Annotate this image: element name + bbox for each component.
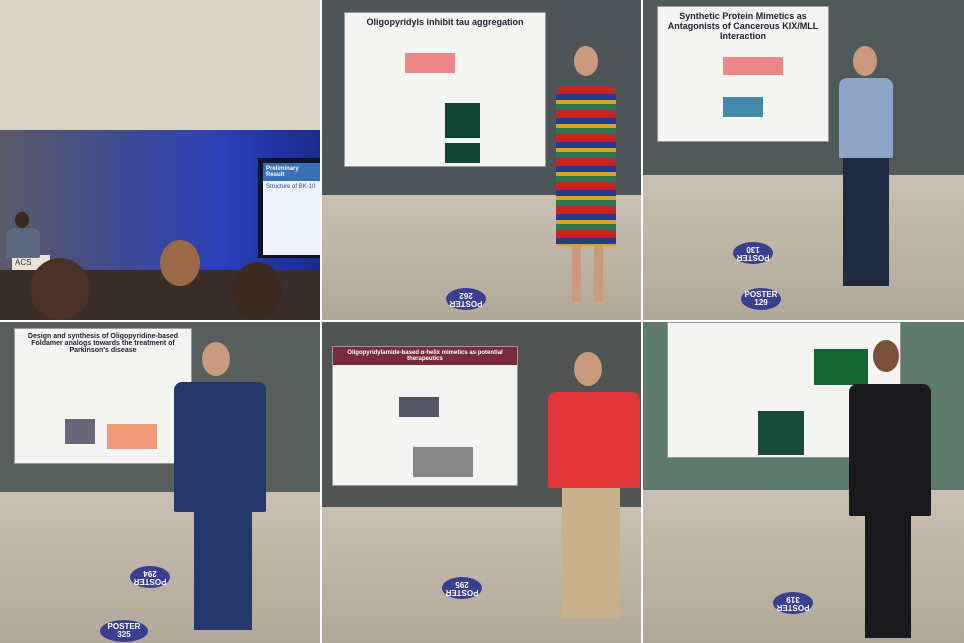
floor-sticker: POSTER 294 <box>130 566 170 588</box>
audience-head <box>232 262 282 320</box>
floor-sticker: POSTER 129 <box>741 288 781 310</box>
speaker-head <box>15 212 29 228</box>
person-head <box>574 352 602 386</box>
person-shirt <box>839 78 893 158</box>
person-jacket <box>849 384 931 516</box>
person-pants <box>843 158 889 286</box>
figure <box>814 349 868 385</box>
poster: Oligopyridylamide-based α-helix mimetics… <box>332 346 518 486</box>
floor-sticker: POSTER 325 <box>100 620 148 642</box>
speaker-body <box>6 228 40 258</box>
audience-head <box>160 240 200 286</box>
poster-title: Oligopyridylamide-based α-helix mimetics… <box>333 347 517 365</box>
leg <box>572 246 581 302</box>
figure <box>405 53 455 73</box>
screen: Preliminary Result Structure of BK-10 <box>263 163 320 255</box>
figure <box>723 57 783 75</box>
lecture-photo: Preliminary Result Structure of BK-10 AC… <box>0 0 320 320</box>
person-head <box>574 46 598 76</box>
figure <box>758 411 804 455</box>
screen-title: Preliminary Result <box>263 163 320 181</box>
poster-photo: POSTER 319 <box>643 322 964 643</box>
person-head <box>873 340 899 372</box>
floor-sticker: POSTER 262 <box>446 288 486 310</box>
leg <box>594 246 603 302</box>
poster-photo: Oligopyridylamide-based α-helix mimetics… <box>322 322 641 643</box>
poster-title: Synthetic Protein Mimetics as Antagonist… <box>667 11 819 41</box>
person-pants <box>865 516 911 638</box>
person-pants <box>194 512 252 630</box>
person-head <box>853 46 877 76</box>
poster: Synthetic Protein Mimetics as Antagonist… <box>657 6 829 142</box>
floor <box>643 175 964 320</box>
figure <box>65 419 95 444</box>
poster: Design and synthesis of Oligopyridine-ba… <box>14 328 192 464</box>
figure <box>413 447 473 477</box>
floor-sticker: POSTER 319 <box>773 592 813 614</box>
ceiling <box>0 0 320 130</box>
figure <box>399 397 439 417</box>
person-suit <box>174 382 266 512</box>
person-dress <box>556 86 616 246</box>
person-pants <box>562 488 620 618</box>
screen-subtitle: Structure of BK-10 <box>266 184 316 190</box>
poster-title: Design and synthesis of Oligopyridine-ba… <box>27 333 179 354</box>
poster-photo: Design and synthesis of Oligopyridine-ba… <box>0 322 320 643</box>
floor-sticker: POSTER 130 <box>733 242 773 264</box>
person-shirt <box>548 392 640 488</box>
audience-head <box>30 258 90 320</box>
figure <box>723 97 763 117</box>
figure <box>107 424 157 449</box>
floor-sticker: POSTER 295 <box>442 577 482 599</box>
poster-title: Oligopyridyls inhibit tau aggregation <box>366 17 524 27</box>
poster-photo: Synthetic Protein Mimetics as Antagonist… <box>643 0 964 320</box>
figure <box>445 143 480 163</box>
person-head <box>202 342 230 376</box>
figure <box>445 103 480 138</box>
poster-photo: Oligopyridyls inhibit tau aggregation PO… <box>322 0 641 320</box>
poster: Oligopyridyls inhibit tau aggregation <box>344 12 546 167</box>
